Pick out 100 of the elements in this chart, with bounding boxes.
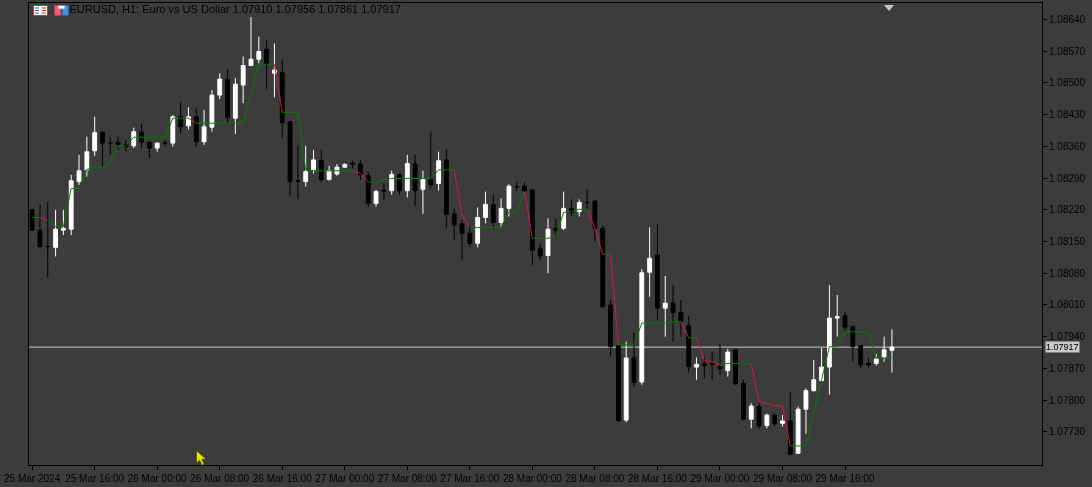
candlestick	[53, 209, 58, 257]
candlestick	[240, 56, 246, 104]
candlestick	[451, 207, 457, 242]
candlestick	[522, 181, 527, 194]
candlestick	[170, 114, 176, 148]
candlestick	[881, 336, 887, 363]
y-tick-label: 1.07730	[1049, 426, 1086, 438]
candlestick	[272, 42, 277, 98]
candlestick	[381, 182, 387, 201]
line-series	[47, 117, 189, 228]
candlestick	[811, 359, 817, 393]
candlestick	[850, 325, 856, 363]
candlestick	[889, 328, 895, 374]
candlestick	[131, 127, 137, 149]
candlestick	[256, 36, 262, 64]
candlestick	[326, 165, 332, 182]
x-tick-label: 28 Mar 08:00	[565, 473, 625, 484]
candlestick	[107, 136, 113, 156]
candlestick	[608, 299, 613, 357]
candlestick	[318, 149, 324, 183]
candlestick	[60, 209, 66, 236]
candlestick	[615, 345, 621, 423]
candlestick	[842, 311, 848, 333]
candlestick	[858, 345, 864, 369]
candlestick	[741, 379, 746, 421]
candlestick	[217, 72, 223, 100]
candlestick	[678, 299, 684, 338]
candlestick	[100, 130, 105, 168]
candlestick	[193, 107, 199, 148]
candlestick	[483, 191, 488, 224]
candlestick	[139, 123, 144, 149]
candlestick	[553, 217, 559, 237]
candlestick	[795, 406, 801, 455]
y-tick-label: 1.07800	[1049, 394, 1086, 406]
candlestick	[772, 413, 778, 427]
candlestick	[115, 136, 121, 151]
candlestick	[436, 151, 441, 192]
candlestick	[803, 387, 809, 435]
candlestick	[826, 284, 832, 396]
candlestick	[866, 357, 871, 369]
candlestick	[92, 116, 98, 157]
candlestick	[506, 183, 512, 218]
candlestick	[756, 402, 762, 429]
candlestick	[733, 348, 739, 386]
y-tick-label: 1.07940	[1049, 331, 1086, 343]
y-tick-label: 1.08570	[1049, 45, 1086, 57]
y-tick-label: 1.08430	[1049, 109, 1086, 121]
line-series	[367, 169, 455, 183]
line-series	[789, 331, 893, 447]
candlestick	[154, 142, 160, 153]
y-tick-label: 1.08640	[1049, 13, 1086, 25]
candlestick	[350, 160, 356, 169]
candlestick	[709, 351, 715, 381]
candlestick	[600, 224, 606, 309]
y-tick-label: 1.08290	[1049, 172, 1086, 184]
candlestick	[655, 223, 660, 321]
y-tick-label: 1.08080	[1049, 267, 1086, 279]
candlestick	[639, 268, 645, 386]
line-series	[750, 362, 791, 447]
candlestick	[514, 181, 520, 192]
candlestick	[279, 59, 285, 139]
candlestick	[631, 331, 637, 388]
y-tick-label: 1.08500	[1049, 77, 1086, 89]
candlestick	[623, 341, 629, 423]
candlestick	[686, 315, 692, 374]
candlestick	[373, 189, 379, 208]
candlestick	[561, 191, 567, 231]
candlestick	[162, 139, 168, 148]
candlestick	[694, 357, 699, 381]
candlestick	[459, 219, 465, 262]
candlestick	[68, 174, 74, 236]
candlestick	[420, 170, 426, 215]
candlestick	[225, 68, 230, 124]
x-tick-label: 28 Mar 16:00	[627, 473, 688, 484]
y-tick-label: 1.08360	[1049, 140, 1086, 152]
candlestick	[201, 109, 207, 146]
candlestick	[584, 188, 590, 210]
candlestick	[576, 198, 582, 218]
candlestick	[303, 145, 309, 188]
candlestick	[412, 154, 418, 207]
candlestick	[76, 154, 82, 186]
candlestick	[498, 197, 504, 228]
candlestick	[475, 206, 481, 248]
candlestick	[701, 356, 707, 379]
candlestick	[37, 204, 43, 249]
x-tick-label: 25 Mar 2024	[4, 473, 61, 484]
candlestick	[748, 402, 754, 429]
candlestick	[490, 194, 496, 229]
candlestick	[342, 163, 348, 169]
candlestick	[467, 224, 473, 247]
line-series	[696, 337, 721, 366]
candlestick	[178, 101, 184, 134]
candlestick	[311, 149, 316, 174]
candlestick	[764, 413, 770, 429]
candlestick	[248, 16, 254, 67]
candlestick	[443, 148, 449, 228]
candlestick	[389, 170, 395, 196]
y-tick-label: 1.07870	[1049, 362, 1086, 374]
candlestick	[780, 414, 785, 427]
candlestick	[529, 188, 535, 266]
